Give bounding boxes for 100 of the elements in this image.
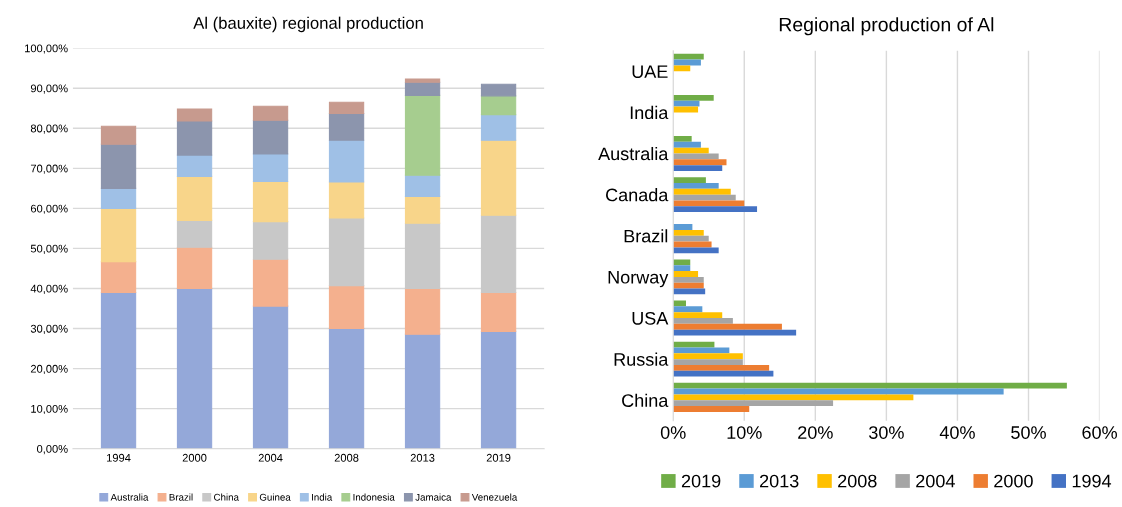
bar [404,174,441,197]
bar [673,406,750,412]
legend-label: Australia [110,493,149,501]
x-tick-label: 2019 [486,453,511,462]
x-tick-label: 40% [939,426,975,439]
bar [404,287,441,335]
bar [673,306,703,313]
y-tick-label: Norway [608,271,669,288]
y-tick-label: Brazil [624,229,668,243]
bar [252,305,289,449]
x-tick-label: 10% [727,426,762,439]
bar [673,94,714,101]
bar [100,187,137,209]
bar [673,200,745,207]
legend-label: 2019 [681,474,721,488]
bar [673,400,834,407]
bar [328,112,365,141]
bar [404,333,441,449]
x-tick-label: 20% [798,426,833,439]
bar [673,259,691,266]
x-tick-label: 60% [1082,426,1117,439]
bar [673,159,727,166]
bar [673,65,691,72]
y-tick-label: 60,00% [30,204,68,214]
bar [673,353,743,360]
legend-label: 1994 [1072,474,1112,488]
bar [673,224,693,230]
bar [673,323,782,330]
bar [673,229,704,236]
bar [252,105,289,121]
bar [673,312,723,318]
bar [404,195,441,224]
legend-label: Indonesia [353,493,395,501]
bar [673,182,719,189]
bar [328,101,365,115]
bar [480,114,517,141]
bar [328,181,365,219]
y-tick-label: 90,00% [30,84,68,94]
bar [252,258,289,307]
x-tick-label: 2004 [258,453,283,462]
y-tick-label: India [630,105,669,120]
bar [176,108,213,122]
x-tick-label: 2000 [182,453,207,462]
bar [673,206,758,213]
chart-title: Al (bauxite) regional production [193,16,423,33]
legend-label: 2004 [916,474,955,488]
x-tick-label: 30% [869,426,904,439]
bar [480,95,517,116]
y-tick-label: 70,00% [30,164,68,174]
y-tick-label: 30,00% [30,324,68,334]
bar [176,120,213,156]
bar [673,276,704,283]
bar [673,100,700,107]
legend-label: Guinea [259,493,291,501]
bar [673,382,1067,389]
legend-label: Brazil [169,493,193,501]
bar [673,141,701,148]
y-tick-label: UAE [632,65,668,78]
bar [176,175,213,221]
bar [480,83,517,97]
bar [673,282,704,289]
bar [252,153,289,183]
bar [328,285,365,330]
bar [328,327,365,449]
legend-label: Jamaica [415,493,452,501]
bar [673,364,770,371]
bar [404,222,441,290]
bar [673,359,743,365]
x-tick-label: 2008 [334,453,359,462]
bar [673,165,723,171]
bar [480,214,517,294]
bar [252,180,289,223]
bar [404,81,441,96]
legend-label: 2000 [994,474,1033,488]
legend-label: India [312,493,333,501]
bar [673,271,699,277]
y-tick-label: 80,00% [30,124,68,134]
bar [100,143,137,189]
bar [673,318,733,324]
bar [673,53,704,60]
y-tick-label: 100,00% [25,44,68,54]
legend-label: 2013 [760,474,799,488]
bar [673,147,709,154]
bar [673,188,731,195]
bar [100,291,137,449]
bar [673,394,914,401]
bar [100,207,137,263]
bar [404,94,441,176]
bar [673,136,692,142]
bar [176,246,213,290]
y-tick-label: 20,00% [30,364,68,375]
bar [328,217,365,287]
bar [480,330,517,449]
bar [176,219,213,248]
y-tick-label: 50,00% [30,244,68,254]
bar [100,125,137,145]
bar [176,154,213,177]
x-tick-label: 1994 [107,453,131,462]
y-tick-label: Canada [606,188,669,202]
x-tick-label: 2013 [410,453,435,462]
